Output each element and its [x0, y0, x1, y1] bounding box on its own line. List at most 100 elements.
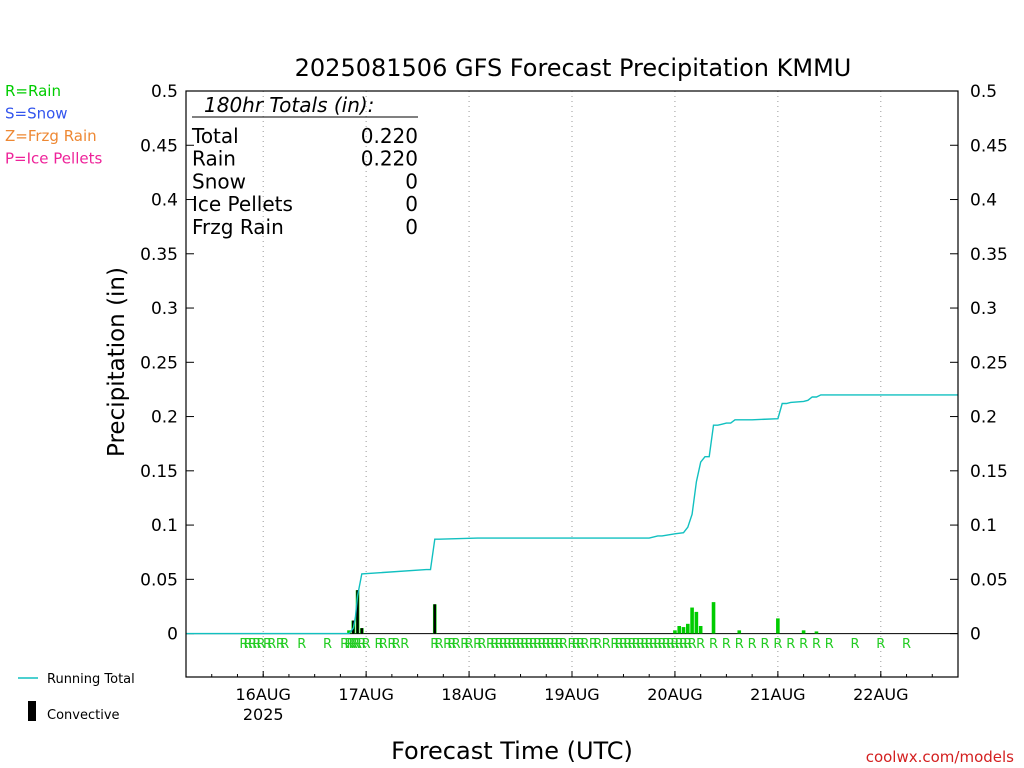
- ptype-marker: R: [473, 637, 482, 652]
- ptype-marker: R: [374, 637, 383, 652]
- totals-row-label: Ice Pellets: [192, 192, 293, 216]
- ptype-marker: R: [499, 637, 508, 652]
- totals-row-label: Rain: [192, 147, 236, 171]
- credit-text: coolwx.com/models: [866, 748, 1014, 766]
- ptype-marker: R: [653, 637, 662, 652]
- ptype-marker: R: [623, 637, 632, 652]
- ptype-marker: R: [516, 637, 525, 652]
- y-tick-label-left: 0.15: [140, 462, 178, 482]
- ptype-marker: R: [362, 637, 371, 652]
- ptype-marker: R: [486, 637, 495, 652]
- y-tick-label-left: 0.35: [140, 245, 178, 265]
- y-tick-label-right: 0.35: [970, 245, 1008, 265]
- totals-row-value: 0: [405, 192, 418, 216]
- ptype-marker: R: [351, 637, 360, 652]
- ptype-marker: R: [679, 637, 688, 652]
- y-tick-label-right: 0: [970, 625, 981, 645]
- y-tick-label-left: 0.4: [151, 191, 178, 211]
- ptype-marker: R: [340, 637, 349, 652]
- ptype-marker: R: [619, 637, 628, 652]
- ptype-marker: R: [748, 637, 757, 652]
- y-tick-label-right: 0.1: [970, 516, 997, 536]
- x-tick-label: 16AUG: [235, 685, 290, 704]
- precip-bar: [673, 630, 677, 634]
- ptype-marker: R: [825, 637, 834, 652]
- x-tick-year: 2025: [243, 705, 284, 724]
- convective-bars: [352, 590, 436, 634]
- y-tick-label-right: 0.45: [970, 136, 1008, 156]
- legend-label: Convective: [47, 708, 120, 723]
- x-tick-label: 20AUG: [647, 685, 702, 704]
- precip-bars: [347, 590, 819, 634]
- ptype-marker: R: [649, 637, 658, 652]
- ptype-marker: R: [546, 637, 555, 652]
- x-axis-label: Forecast Time (UTC): [391, 737, 633, 765]
- ptype-marker: R: [610, 637, 619, 652]
- y-tick-label-right: 0.3: [970, 299, 997, 319]
- ptype-marker: R: [670, 637, 679, 652]
- ptype-marker: R: [490, 637, 499, 652]
- ptype-marker: R: [735, 637, 744, 652]
- ptype-marker: R: [662, 637, 671, 652]
- ptype-marker: R: [773, 637, 782, 652]
- y-tick-label-left: 0.25: [140, 353, 178, 373]
- ptype-marker: R: [602, 637, 611, 652]
- x-tick-label: 18AUG: [441, 685, 496, 704]
- ptype-marker: R: [786, 637, 795, 652]
- y-tick-label-left: 0.5: [151, 82, 178, 102]
- ptype-marker: R: [645, 637, 654, 652]
- totals-row-value: 0: [405, 169, 418, 193]
- ptype-marker: R: [709, 637, 718, 652]
- ptype-marker: R: [542, 637, 551, 652]
- ptype-marker: R: [876, 637, 885, 652]
- ptype-marker: R: [559, 637, 568, 652]
- ptype-marker: R: [244, 637, 253, 652]
- legend-label: Running Total: [47, 672, 135, 687]
- totals-row-label: Snow: [192, 169, 246, 193]
- ptype-marker: R: [460, 637, 469, 652]
- ptype-marker: R: [675, 637, 684, 652]
- y-tick-label-left: 0.3: [151, 299, 178, 319]
- ptype-marker: R: [465, 637, 474, 652]
- ptype-marker: R: [567, 637, 576, 652]
- x-tick-label: 17AUG: [338, 685, 393, 704]
- precip-bar: [694, 611, 699, 634]
- precip-bar: [686, 623, 690, 634]
- ptype-marker: R: [555, 637, 564, 652]
- ptype-legend-item: P=Ice Pellets: [5, 150, 102, 168]
- ptype-marker: R: [267, 637, 276, 652]
- ptype-marker: R: [447, 637, 456, 652]
- precip-bar: [681, 627, 686, 634]
- x-tick-label: 21AUG: [750, 685, 805, 704]
- y-tick-label-right: 0.05: [970, 570, 1008, 590]
- ptype-marker: R: [353, 637, 362, 652]
- convective-bar: [356, 590, 359, 634]
- y-tick-label-right: 0.15: [970, 462, 1008, 482]
- x-tick-label: 19AUG: [544, 685, 599, 704]
- ptype-marker: R: [323, 637, 332, 652]
- y-tick-label-left: 0.05: [140, 570, 178, 590]
- y-tick-label-left: 0: [167, 625, 178, 645]
- convective-bar: [360, 628, 364, 634]
- ptype-marker: R: [537, 637, 546, 652]
- ptype-marker: R: [525, 637, 534, 652]
- ptype-marker: R: [658, 637, 667, 652]
- ptype-marker: R: [696, 637, 705, 652]
- y-tick-label-right: 0.2: [970, 408, 997, 428]
- precip-bar: [814, 631, 819, 634]
- ptype-marker: R: [632, 637, 641, 652]
- ptype-marker: R: [452, 637, 461, 652]
- ptype-marker: R: [435, 637, 444, 652]
- series-legend: Running Total Convective: [18, 672, 135, 723]
- ptype-marker: R: [387, 637, 396, 652]
- ptype-marker: R: [812, 637, 821, 652]
- precip-bar: [347, 630, 351, 634]
- precip-bar: [677, 625, 682, 634]
- totals-row-label: Total: [191, 124, 239, 148]
- y-axis-label: Precipitation (in): [104, 267, 130, 457]
- ptype-marker: R: [297, 637, 306, 652]
- totals-row-value: 0: [405, 215, 418, 239]
- precip-bar: [690, 607, 694, 634]
